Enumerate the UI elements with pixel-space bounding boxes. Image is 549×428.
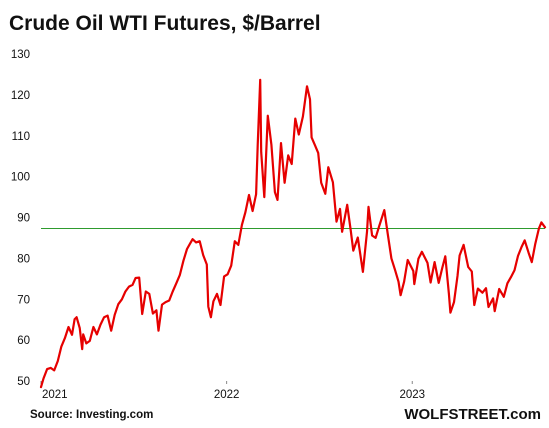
x-axis: 2021 2022 2023 xyxy=(40,381,425,401)
x-tick-label: 2022 xyxy=(214,389,240,401)
y-tick-label: 110 xyxy=(12,131,30,143)
price-series-line xyxy=(39,78,547,389)
y-tick-label: 60 xyxy=(17,335,30,347)
y-tick-label: 100 xyxy=(11,172,30,184)
brand-label: WOLFSTREET.com xyxy=(404,406,541,423)
x-tick-label: 2023 xyxy=(399,389,425,401)
y-tick-label: 90 xyxy=(17,213,30,225)
x-tick-label: 2021 xyxy=(42,389,68,401)
chart-source: Source: Investing.com xyxy=(30,409,153,421)
y-tick-label: 130 xyxy=(11,49,30,61)
y-tick-label: 70 xyxy=(17,294,30,306)
y-tick-label: 80 xyxy=(17,253,30,265)
y-axis: 50 60 70 80 90 100 110 120 130 xyxy=(11,49,30,388)
y-tick-label: 50 xyxy=(17,376,30,388)
chart-title: Crude Oil WTI Futures, $/Barrel xyxy=(9,12,321,35)
y-tick-label: 120 xyxy=(11,90,30,102)
